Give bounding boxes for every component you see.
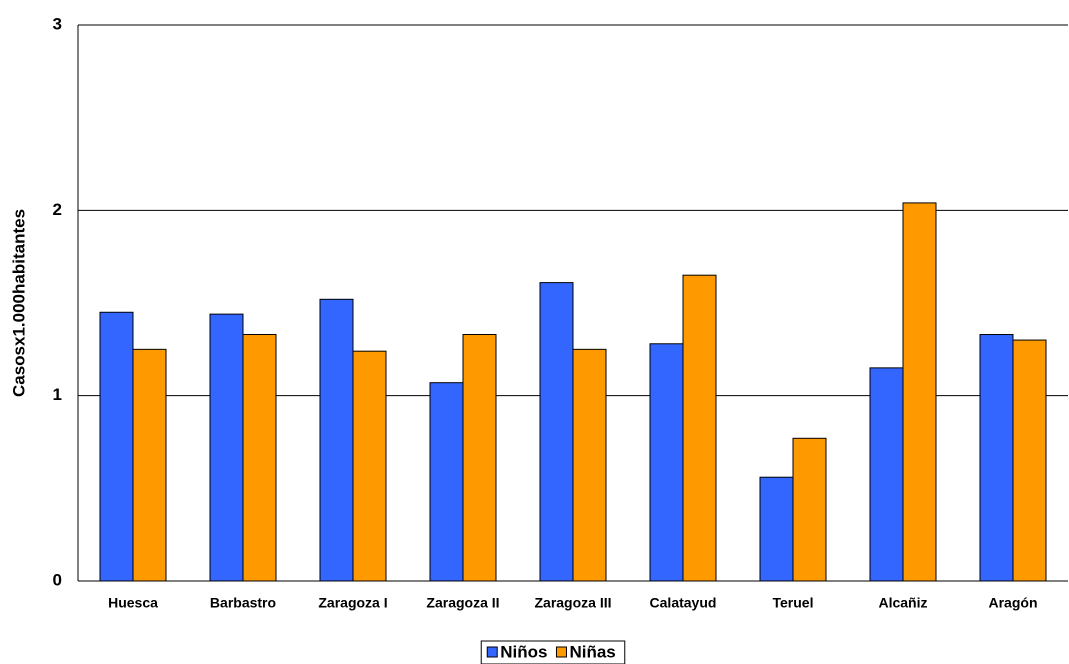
bar xyxy=(649,343,684,582)
legend-label: Niñas xyxy=(569,642,615,661)
y-tick-label: 1 xyxy=(53,385,62,404)
legend-label: Niños xyxy=(500,642,547,661)
legend-swatch xyxy=(486,646,498,658)
legend-box xyxy=(480,640,626,664)
x-tick-label: Zaragoza I xyxy=(318,595,387,611)
bar xyxy=(319,298,354,582)
x-tick-label: Zaragoza II xyxy=(426,595,499,611)
legend-swatch xyxy=(555,646,567,658)
x-tick-label: Zaragoza III xyxy=(534,595,611,611)
x-tick-label: Teruel xyxy=(773,595,814,611)
y-axis-label: Casosx1.000habitantes xyxy=(9,209,28,397)
bar xyxy=(209,313,244,582)
bar xyxy=(792,437,827,582)
x-tick-label: Alcañiz xyxy=(878,595,927,611)
x-tick-label: Aragón xyxy=(989,595,1038,611)
bar xyxy=(132,348,167,582)
bar xyxy=(429,382,464,582)
bar xyxy=(902,202,937,582)
bar xyxy=(869,367,904,582)
y-tick-label: 0 xyxy=(53,570,62,589)
x-tick-label: Calatayud xyxy=(650,595,717,611)
bar xyxy=(462,334,497,582)
bar xyxy=(242,334,277,582)
bar xyxy=(759,476,794,582)
bar xyxy=(572,348,607,582)
y-tick-label: 3 xyxy=(53,14,62,33)
bar xyxy=(539,282,574,582)
bar xyxy=(352,350,387,582)
bar xyxy=(979,334,1014,582)
bar xyxy=(682,274,717,582)
legend: Niños Niñas xyxy=(480,640,626,664)
bar xyxy=(1012,339,1047,582)
x-tick-label: Barbastro xyxy=(210,595,276,611)
y-tick-label: 2 xyxy=(53,200,62,219)
bar xyxy=(99,311,134,582)
x-tick-label: Huesca xyxy=(108,595,158,611)
